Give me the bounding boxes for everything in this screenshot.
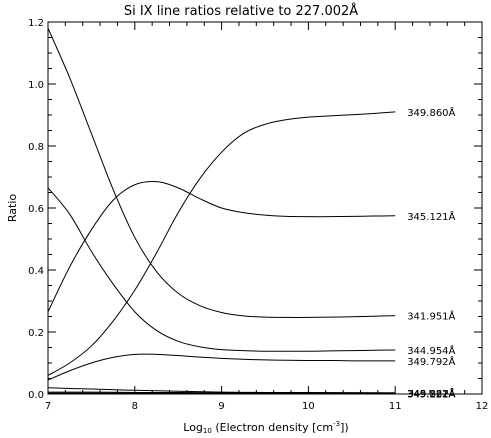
series-line-2	[47, 27, 396, 318]
y-tick-label: 0.2	[28, 328, 44, 339]
x-axis-label-subscript: 10	[203, 427, 212, 435]
series-layer	[47, 27, 396, 394]
x-axis-label-main: (Electron density [cm	[212, 421, 333, 434]
x-axis-label-prefix: Log	[183, 421, 203, 434]
y-axis-label: Ratio	[6, 194, 19, 223]
x-tick-label: 8	[132, 401, 138, 412]
series-label-7: 349.221Å	[407, 387, 455, 400]
series-labels: 349.860Å 345.121Å 341.951Å 344.954Å349.792Å…	[407, 106, 455, 400]
series-label-3: 344.954Å	[407, 344, 455, 357]
plot-frame	[47, 21, 483, 395]
x-tick-label: 10	[302, 401, 315, 412]
axis-ticks: 7 8 9 10 11 12 0.0 0.2 0.4 0.6 0.8 1.0 1.2	[28, 18, 488, 412]
series-label-4: 349.792Å	[407, 355, 455, 368]
x-axis-label-suffix: ])	[340, 421, 349, 434]
y-tick-label: 1.2	[28, 18, 44, 29]
x-tick-label: 7	[45, 401, 51, 412]
x-tick-label: 12	[476, 401, 489, 412]
x-axis-label-superscript: -3	[333, 420, 340, 428]
chart-title: Si IX line ratios relative to 227.002Å	[124, 3, 358, 19]
series-label-1: 345.121Å	[407, 210, 455, 223]
series-line-1	[47, 180, 396, 313]
y-tick-label: 0.0	[28, 390, 44, 401]
series-label-5: 349.862Å	[407, 387, 455, 400]
y-tick-label: 0.6	[28, 204, 44, 215]
series-line-0	[47, 111, 396, 376]
series-line-3	[47, 187, 396, 352]
series-label-0: 349.860Å	[407, 106, 455, 119]
series-line-4	[47, 353, 396, 381]
x-tick-label: 11	[389, 401, 402, 412]
y-tick-label: 1.0	[28, 80, 44, 91]
series-label-6: 345.322Å	[407, 387, 455, 400]
x-axis-label: Log10 (Electron density [cm-3])	[183, 420, 348, 435]
x-tick-label: 9	[218, 401, 224, 412]
y-tick-label: 0.8	[28, 142, 44, 153]
series-label-2: 341.951Å	[407, 310, 455, 323]
y-tick-label: 0.4	[28, 266, 44, 277]
